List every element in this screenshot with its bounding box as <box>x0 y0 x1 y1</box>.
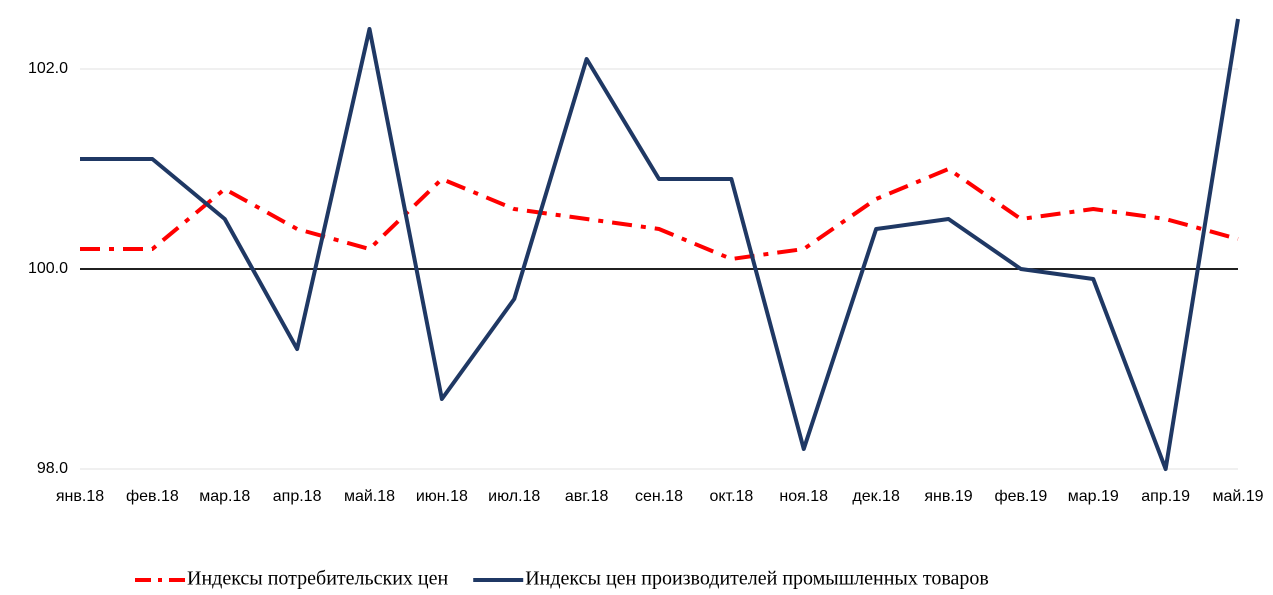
x-tick-label: дек.18 <box>852 488 900 505</box>
series-line <box>80 18 1240 471</box>
x-tick-label: апр.19 <box>1141 488 1190 505</box>
x-tick-label: мар.19 <box>1068 488 1119 505</box>
x-tick-label: янв.19 <box>924 488 972 505</box>
x-tick-label: янв.18 <box>56 488 104 505</box>
x-tick-label: ноя.18 <box>779 488 828 505</box>
x-tick-label: фев.18 <box>126 488 179 505</box>
legend-label: Индексы потребительских цен <box>187 568 449 590</box>
y-tick-label: 100.0 <box>28 260 68 277</box>
y-tick-label: 102.0 <box>28 60 68 77</box>
x-tick-label: фев.19 <box>994 488 1047 505</box>
x-tick-label: авг.18 <box>565 488 609 505</box>
x-tick-label: июл.18 <box>488 488 540 505</box>
series-line <box>80 167 1239 261</box>
x-tick-label: окт.18 <box>709 488 753 505</box>
x-tick-label: июн.18 <box>416 488 468 505</box>
x-tick-label: сен.18 <box>635 488 683 505</box>
x-tick-label: апр.18 <box>273 488 322 505</box>
x-tick-label: май.18 <box>344 488 395 505</box>
legend-label: Индексы цен производителей промышленных … <box>525 568 989 590</box>
y-tick-label: 98.0 <box>37 460 68 477</box>
x-tick-label: мар.18 <box>199 488 250 505</box>
x-tick-label: май.19 <box>1212 488 1263 505</box>
